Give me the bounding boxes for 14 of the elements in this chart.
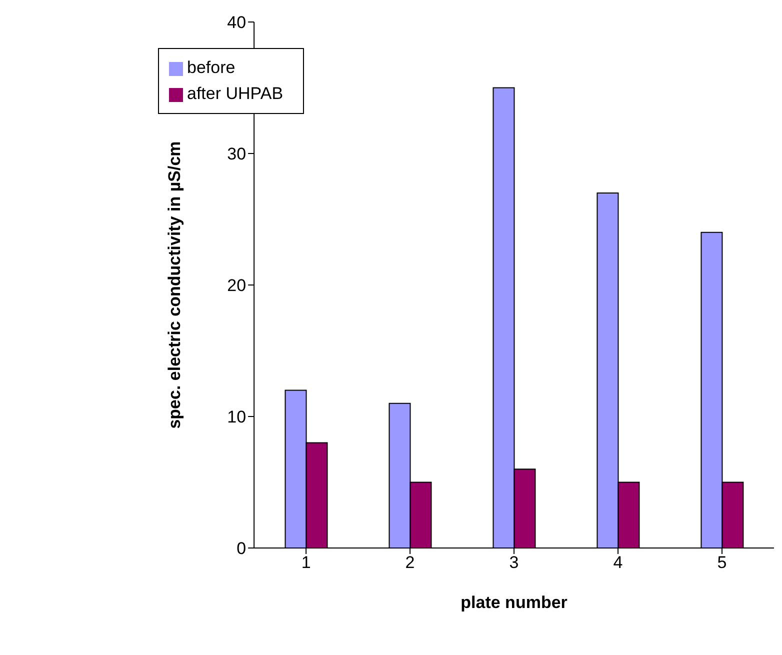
y-tick-label: 0 xyxy=(236,539,246,558)
x-tick-label: 3 xyxy=(509,553,519,572)
x-tick-label: 2 xyxy=(405,553,415,572)
x-axis-title: plate number xyxy=(460,593,568,612)
x-tick-label: 4 xyxy=(613,553,623,572)
y-tick-label: 40 xyxy=(227,13,246,32)
y-axis-title: spec. electric conductivity in µS/cm xyxy=(165,141,184,429)
legend-label: after UHPAB xyxy=(187,84,284,103)
y-tick-label: 20 xyxy=(227,276,246,296)
x-tick-label: 1 xyxy=(301,553,311,572)
y-tick-label: 30 xyxy=(227,144,246,164)
x-tick-label: 5 xyxy=(717,553,727,572)
y-tick-label: 10 xyxy=(227,408,246,427)
legend-label: before xyxy=(187,58,236,77)
